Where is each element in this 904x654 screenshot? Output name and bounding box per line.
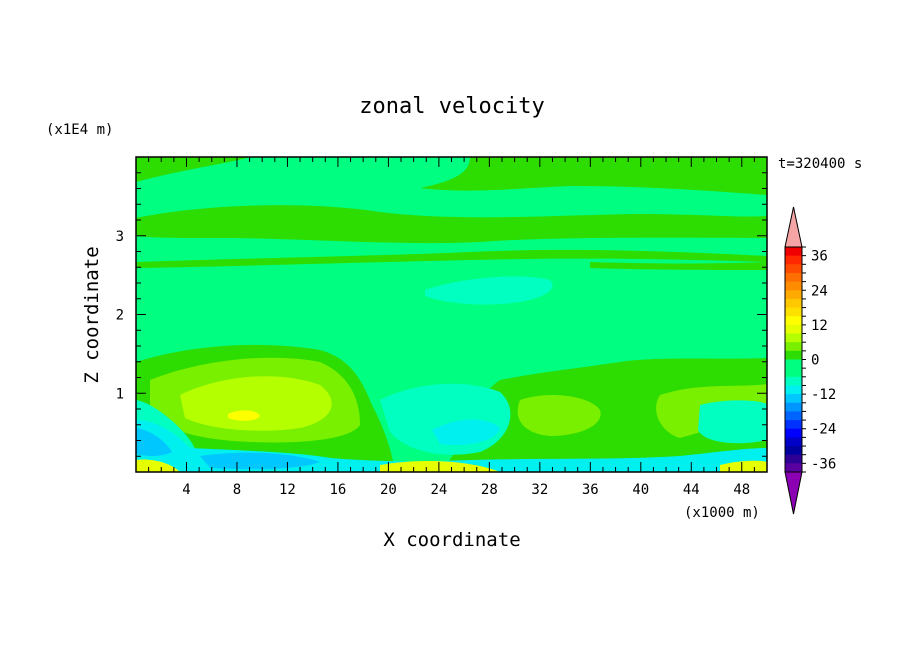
colorbar-swatch bbox=[785, 463, 802, 473]
colorbar-swatch bbox=[785, 385, 802, 395]
band-yellowgreen-right bbox=[517, 395, 601, 436]
colorbar-label: -24 bbox=[811, 422, 836, 438]
x-tick-label: 48 bbox=[733, 482, 750, 498]
band-yellow-bottom-mid bbox=[380, 460, 500, 472]
x-tick-label: 12 bbox=[279, 482, 296, 498]
colorbar-swatch bbox=[785, 333, 802, 343]
y-axis-title: Z coordinate bbox=[81, 246, 103, 383]
band-yellow-spot bbox=[228, 410, 260, 421]
colorbar-label: 36 bbox=[811, 249, 828, 265]
x-tick-label: 20 bbox=[380, 482, 397, 498]
colorbar-swatch bbox=[785, 290, 802, 300]
colorbar-swatch bbox=[785, 272, 802, 283]
band-upper-top bbox=[136, 157, 250, 182]
colorbar-swatch bbox=[785, 411, 802, 421]
band-yellow-bottom-left bbox=[136, 459, 180, 472]
colorbar-label: 12 bbox=[811, 318, 828, 334]
colorbar-swatch bbox=[785, 298, 802, 308]
x-tick-label: 16 bbox=[329, 482, 346, 498]
x-tick-label: 36 bbox=[582, 482, 599, 498]
band-lower-green-right bbox=[440, 358, 767, 472]
colorbar-swatch bbox=[785, 402, 802, 412]
colorbar-swatch bbox=[785, 316, 802, 326]
band-blue-left bbox=[136, 428, 172, 456]
x-tick-label: 28 bbox=[481, 482, 498, 498]
y-unit-label: (x1E4 m) bbox=[46, 122, 113, 138]
colorbar-swatch bbox=[785, 342, 802, 352]
x-tick-label: 40 bbox=[632, 482, 649, 498]
band-yellow-bottom-right bbox=[720, 460, 767, 472]
band-blue-bottom bbox=[200, 452, 320, 470]
colorbar-overflow-high bbox=[784, 206, 803, 248]
x-unit-label: (x1000 m) bbox=[684, 505, 760, 521]
colorbar-swatch bbox=[785, 376, 802, 386]
y-tick-label: 2 bbox=[116, 308, 124, 324]
band-neg-right bbox=[698, 400, 767, 444]
y-tick-label: 3 bbox=[116, 229, 124, 245]
colorbar-swatch bbox=[785, 446, 802, 456]
colorbar-label: -36 bbox=[811, 456, 836, 472]
time-label: t=320400 s bbox=[778, 156, 862, 172]
colorbar-swatch bbox=[785, 420, 802, 430]
colorbar-swatch bbox=[785, 428, 802, 438]
axis-ticks bbox=[136, 157, 767, 472]
colorbar-swatch bbox=[785, 307, 802, 317]
colorbar-label: -12 bbox=[811, 387, 836, 403]
band-thin-right bbox=[590, 262, 767, 270]
band-upper-mid bbox=[136, 205, 767, 244]
band-neg-mid bbox=[425, 276, 553, 305]
colorbar-swatch bbox=[785, 255, 802, 265]
colorbar-swatch bbox=[785, 359, 802, 369]
x-tick-label: 44 bbox=[683, 482, 700, 498]
colorbar-swatch bbox=[785, 247, 802, 257]
colorbar-label: 24 bbox=[811, 283, 828, 299]
colorbar-swatch bbox=[785, 350, 802, 360]
colorbar-overflow-low bbox=[784, 471, 803, 515]
chart-title: zonal velocity bbox=[359, 94, 544, 119]
colorbar-swatch bbox=[785, 454, 802, 464]
colorbar-label: 0 bbox=[811, 353, 819, 369]
colorbar-swatch bbox=[785, 368, 802, 378]
x-tick-label: 32 bbox=[531, 482, 548, 498]
colorbar-swatch bbox=[785, 324, 802, 334]
contour-field bbox=[136, 157, 767, 472]
y-tick-label: 1 bbox=[116, 386, 124, 402]
band-upper-right bbox=[420, 157, 767, 195]
colorbar: 36 24 12 0 -12 -24 -36 bbox=[784, 206, 836, 515]
band-thin-line bbox=[136, 249, 767, 268]
colorbar-swatch bbox=[785, 437, 802, 447]
colorbar-swatch bbox=[785, 281, 802, 291]
x-tick-label: 8 bbox=[233, 482, 241, 498]
band-cyan-mid-bottom bbox=[432, 419, 500, 446]
colorbar-swatch bbox=[785, 264, 802, 274]
band-lime-core bbox=[180, 376, 332, 431]
x-axis-title: X coordinate bbox=[383, 529, 520, 551]
colorbar-swatch bbox=[785, 394, 802, 404]
x-tick-label: 24 bbox=[430, 482, 447, 498]
x-tick-label: 4 bbox=[182, 482, 190, 498]
